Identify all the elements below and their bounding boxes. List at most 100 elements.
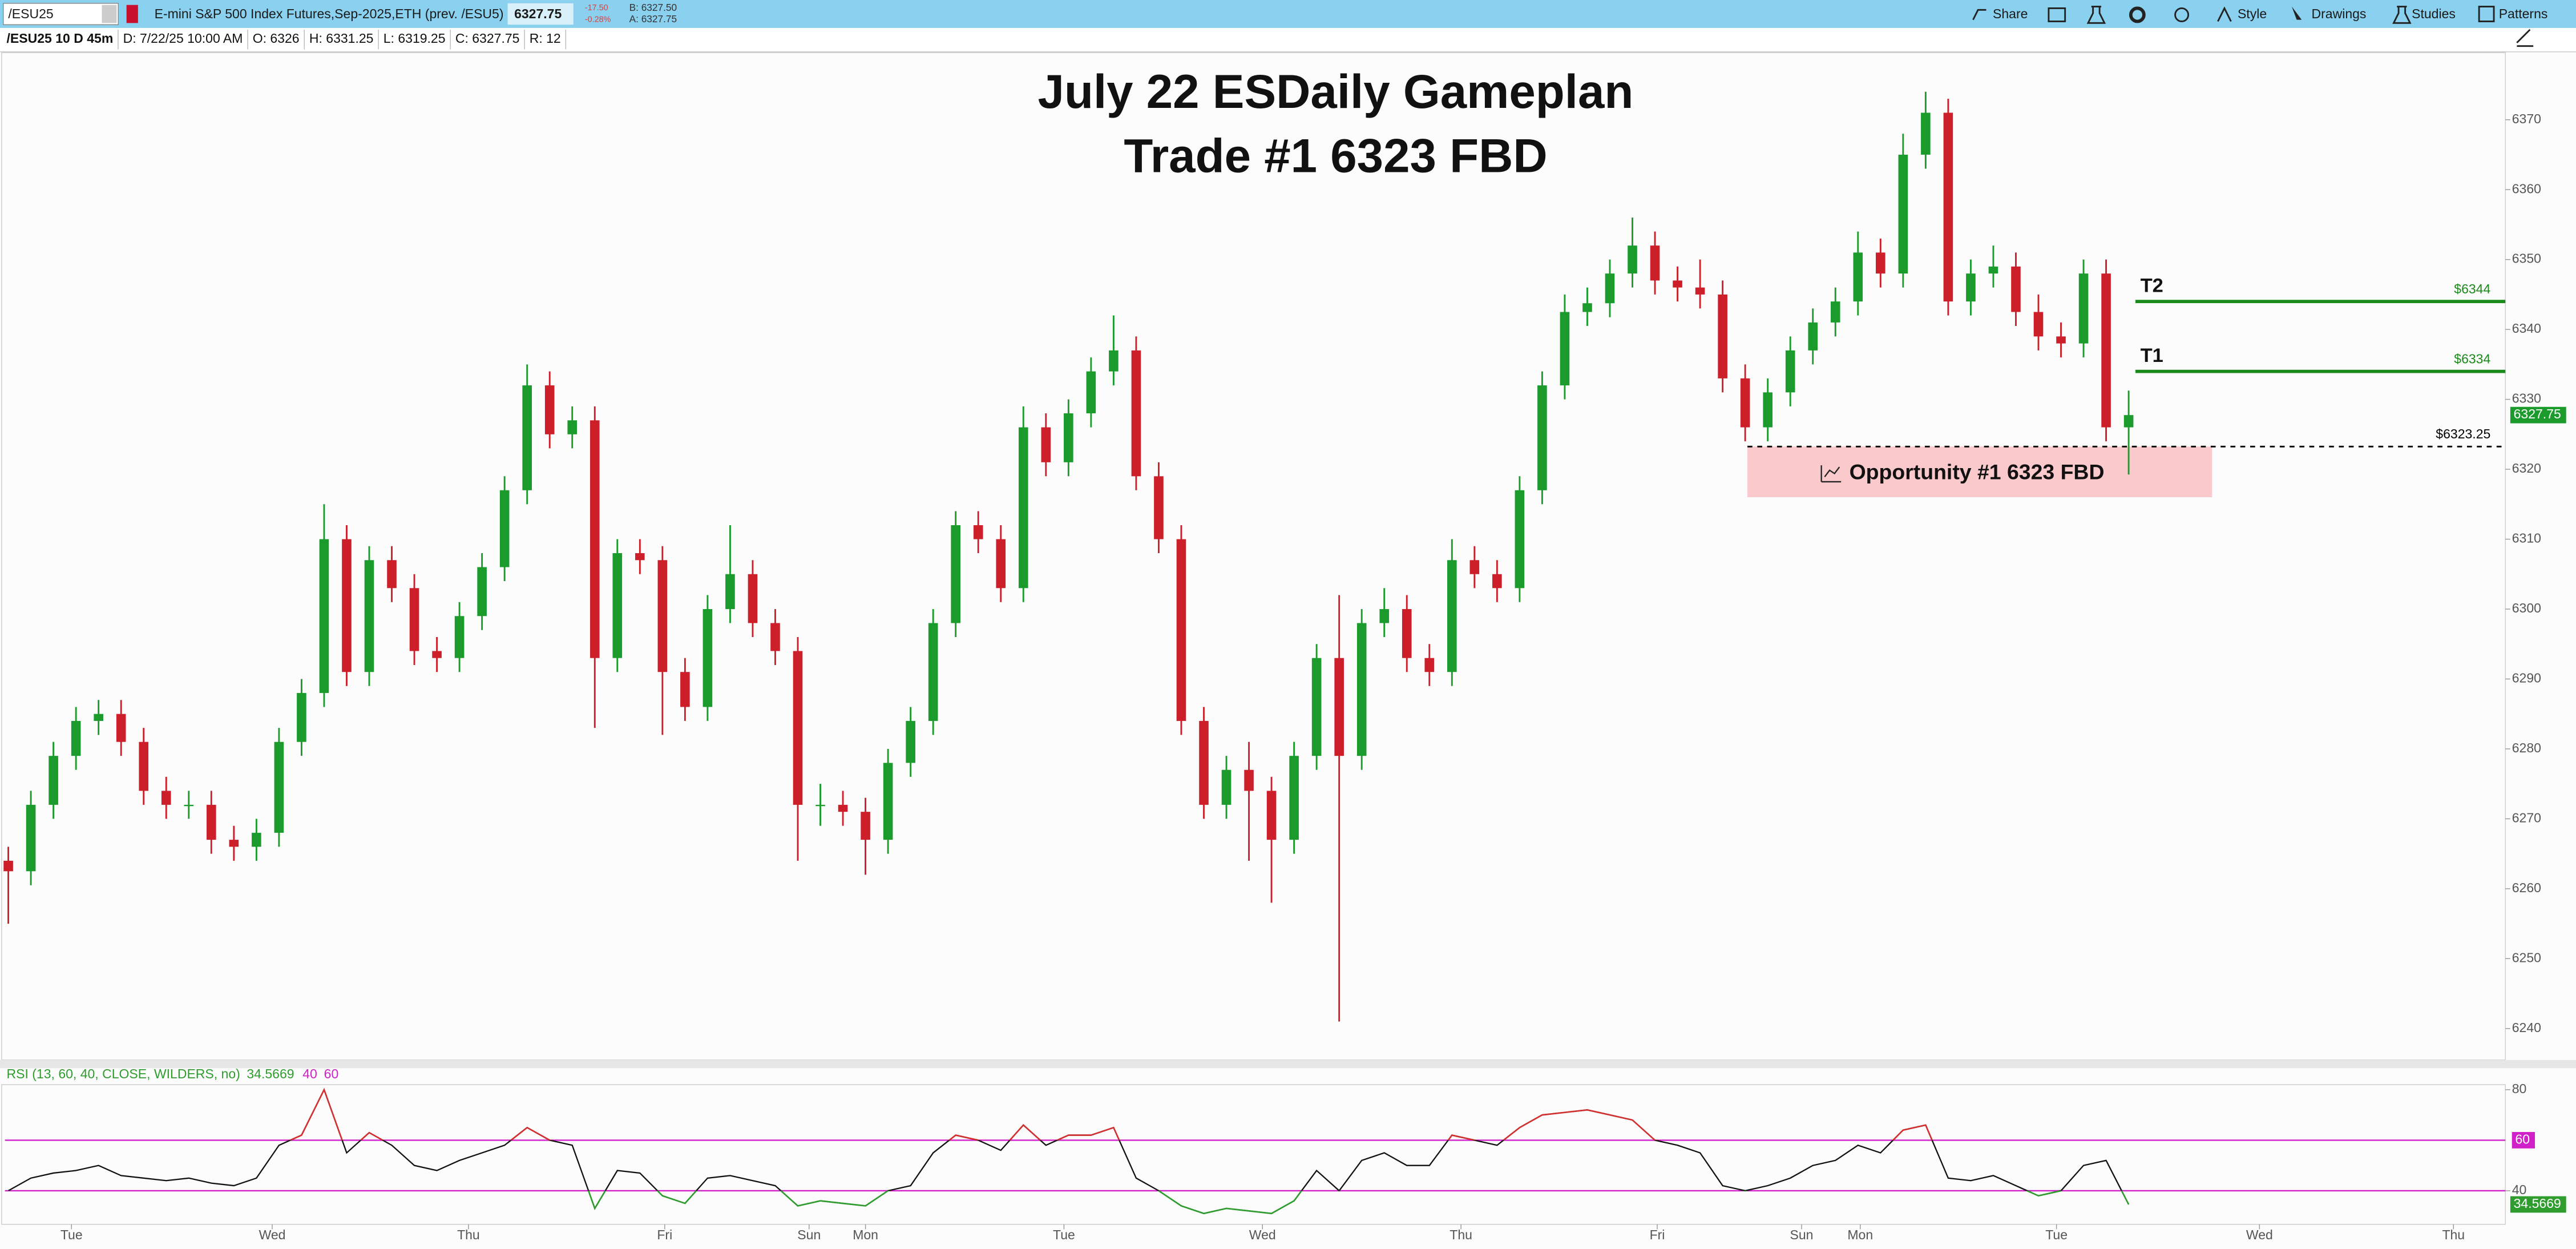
candle-body — [454, 616, 465, 658]
candle-body — [1109, 350, 1119, 372]
y-tick-label: 6290 — [2512, 671, 2541, 686]
style-icon — [2217, 6, 2232, 22]
candle-body — [544, 385, 555, 434]
candle-body — [2033, 312, 2044, 337]
candle-body — [409, 588, 419, 651]
drawings-icon — [2291, 6, 2302, 20]
y-tick-label: 40 — [2512, 1182, 2527, 1197]
candle-body — [229, 840, 239, 847]
candle-body — [2123, 415, 2134, 428]
x-tick-label: Tue — [2045, 1227, 2068, 1242]
screenshot-icon[interactable] — [2048, 7, 2066, 22]
drawings-button[interactable]: Drawings — [2312, 6, 2367, 21]
y-tick-label: 6270 — [2512, 810, 2541, 825]
change: -17.50 — [585, 3, 608, 13]
candle-body — [567, 420, 578, 434]
candle-body — [1447, 560, 1457, 672]
x-tick-label: Mon — [1847, 1227, 1873, 1242]
share-icon — [1972, 9, 1986, 21]
y-tick-label: 6310 — [2512, 531, 2541, 546]
candle-body — [1018, 427, 1028, 589]
candle-body — [635, 553, 645, 561]
x-tick-label: Tue — [60, 1227, 83, 1242]
y-tick-label: 6340 — [2512, 321, 2541, 336]
candle-body — [297, 692, 306, 742]
candle-body — [161, 791, 171, 805]
y-tick-label: 6330 — [2512, 391, 2541, 406]
x-tick-label: Wed — [259, 1227, 286, 1242]
y-tick-label: 6260 — [2512, 880, 2541, 895]
last-price-tag — [2510, 406, 2566, 424]
symbol-box[interactable] — [3, 3, 119, 25]
candle-body — [1311, 658, 1322, 756]
clock-icon[interactable] — [2174, 7, 2190, 22]
pane-separator — [0, 1059, 2576, 1069]
draw-tool-icon[interactable] — [2516, 29, 2534, 47]
candle-body — [139, 742, 149, 791]
level-value-label: $6334 — [2454, 352, 2490, 366]
level-tag — [2512, 1132, 2535, 1149]
candle-body — [1356, 623, 1367, 756]
x-tick-label: Wed — [1249, 1227, 1276, 1242]
info-item: H: 6331.25 — [309, 31, 374, 46]
candle-body — [996, 539, 1006, 589]
candle-body — [94, 714, 103, 721]
candle-body — [1379, 609, 1390, 623]
candle-body — [951, 525, 961, 623]
candle-body — [1064, 413, 1073, 462]
candle-body — [364, 560, 374, 672]
level-value-label: $6323.25 — [2436, 426, 2490, 441]
rsi-value-tag — [2510, 1196, 2566, 1213]
y-tick-label: 6250 — [2512, 950, 2541, 965]
link-badge[interactable] — [126, 5, 138, 23]
x-tick-label: Tue — [1053, 1227, 1075, 1242]
study-value: 34.5669 — [247, 1066, 294, 1081]
zone-label: Opportunity #1 6323 FBD — [1850, 460, 2105, 484]
candle-body — [973, 525, 983, 539]
candle-body — [499, 490, 510, 567]
y-tick-label: 6240 — [2512, 1020, 2541, 1035]
x-tick-label: Sun — [1790, 1227, 1813, 1242]
candle-body — [1966, 273, 1976, 302]
candle-body — [252, 832, 261, 847]
y-tick-label: 6360 — [2512, 181, 2541, 196]
change-pct: -0.28% — [585, 15, 611, 24]
zone-icon — [1820, 465, 1842, 483]
chart-subtitle: Trade #1 6323 FBD — [1124, 128, 1547, 182]
candle-body — [1673, 280, 1682, 288]
info-items: /ESU25 10 D 45m D: 7/22/25 10:00 AM O: 632… — [7, 29, 567, 50]
studies-button[interactable]: Studies — [2412, 6, 2456, 21]
candle-body — [680, 672, 690, 707]
share-button[interactable]: Share — [1993, 6, 2028, 21]
candle-body — [702, 609, 713, 707]
toolbar — [0, 0, 2576, 28]
info-item: R: 12 — [530, 31, 561, 46]
chart-title: July 22 ESDaily Gameplan — [1038, 65, 1634, 118]
style-button[interactable]: Style — [2238, 6, 2267, 21]
dropdown[interactable] — [102, 5, 117, 23]
candle-body — [657, 560, 668, 672]
candle-body — [1853, 252, 1863, 302]
candle-body — [725, 574, 735, 609]
level-value-label: $6344 — [2454, 281, 2490, 296]
patterns-button[interactable]: Patterns — [2499, 6, 2548, 21]
candle-body — [1718, 294, 1727, 378]
candle-body — [477, 567, 487, 617]
study-level: 40 — [302, 1066, 317, 1081]
symbol[interactable]: /ESU25 — [8, 6, 53, 21]
y-tick-label: 6370 — [2512, 111, 2541, 126]
candle-body — [1988, 266, 1998, 274]
candle-body — [116, 714, 126, 742]
x-tick-label: Thu — [457, 1227, 480, 1242]
study-title: RSI (13, 60, 40, CLOSE, WILDERS, no) — [7, 1066, 240, 1081]
studies-icon — [2392, 6, 2412, 24]
y-tick-label: 6320 — [2512, 461, 2541, 476]
settings-icon[interactable] — [2129, 6, 2146, 23]
x-tick-label: Sun — [797, 1227, 821, 1242]
flask-icon[interactable] — [2086, 6, 2106, 24]
rsi-pane — [1, 1084, 2506, 1225]
y-tick-label: 6350 — [2512, 251, 2541, 266]
